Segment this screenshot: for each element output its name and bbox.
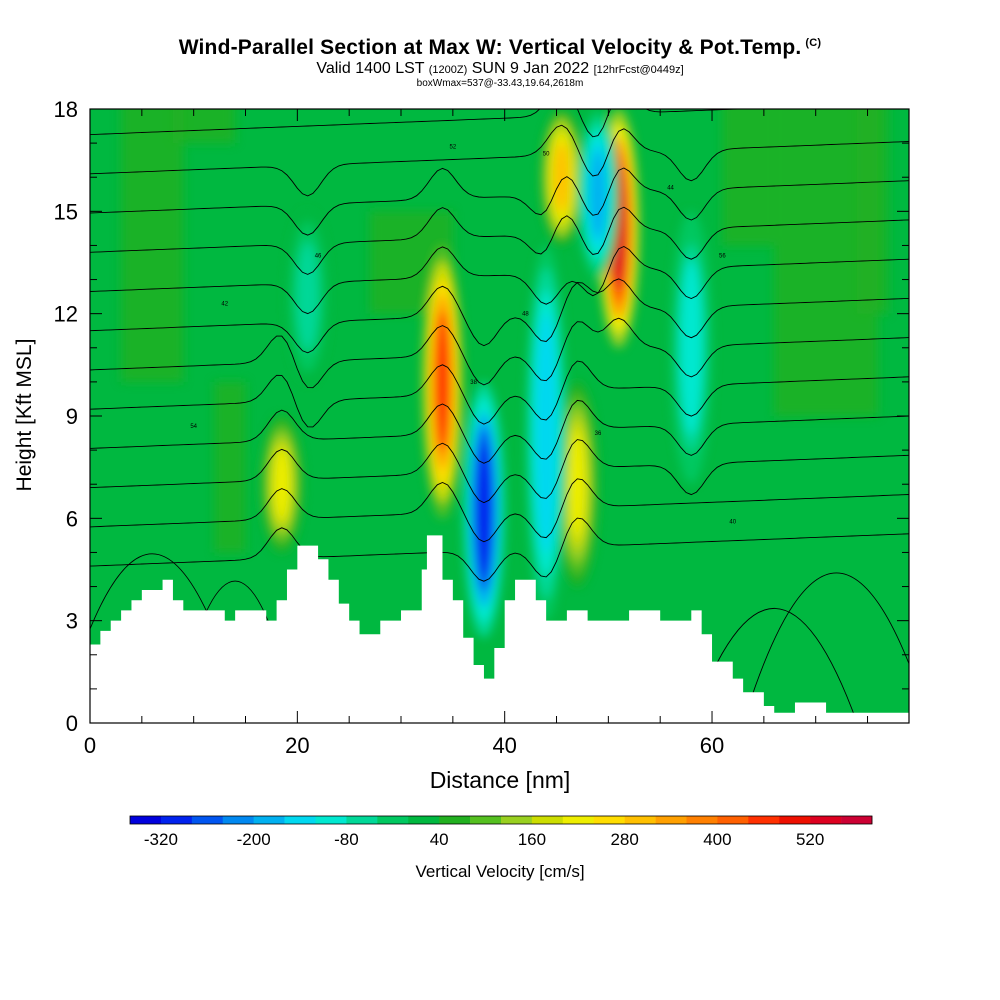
colorbar-tick-label: -80 (334, 830, 359, 849)
colorbar-swatch (191, 816, 224, 824)
theta-contour (90, 167, 909, 236)
theta-contour (90, 278, 909, 354)
theta-contour-label: 56 (719, 254, 726, 260)
y-tick-label: 9 (66, 404, 78, 429)
theta-contour-label: 42 (221, 301, 228, 307)
colorbar-tick-label: 280 (610, 830, 638, 849)
colorbar-swatch (346, 816, 378, 824)
colorbar-swatch (748, 816, 780, 824)
velocity-core (476, 443, 492, 577)
colorbar-swatch (717, 816, 749, 824)
colorbar-tick-label: -320 (144, 830, 178, 849)
theta-contour-label: 44 (667, 185, 674, 191)
colorbar-swatch (779, 816, 811, 824)
theta-contour-label: 54 (190, 424, 197, 430)
colorbar-tick-label: -200 (237, 830, 271, 849)
boxwmax-line: boxWmax=537@-33.43,19.64,2618m (416, 78, 584, 89)
weak-updraft-patch (857, 109, 889, 314)
colorbar-label: Vertical Velocity [cm/s] (415, 862, 585, 881)
colorbar-tick-label: 520 (796, 830, 824, 849)
chart-title: Wind-Parallel Section at Max W: Vertical… (0, 36, 1000, 60)
y-tick-label: 12 (54, 302, 78, 327)
colorbar-swatch (470, 816, 502, 824)
theta-contour-label: 38 (470, 380, 477, 386)
y-axis-label: Height [Kft MSL] (13, 338, 36, 492)
valid-date: SUN 9 Jan 2022 (471, 60, 590, 77)
colorbar-swatch (130, 816, 162, 824)
y-tick-label: 18 (54, 97, 78, 122)
velocity-core (435, 310, 450, 453)
colorbar-tick-label: 40 (430, 830, 449, 849)
theta-contour (90, 399, 909, 464)
colorbar-swatch (222, 816, 254, 824)
y-tick-label: 0 (66, 711, 78, 736)
theta-contour (90, 206, 909, 275)
colorbar: -320 -200 -80 40 160 280 400 520 (129, 815, 873, 849)
theta-contour (90, 360, 909, 428)
y-tick-label: 15 (54, 199, 78, 224)
colorbar-swatch (315, 816, 347, 824)
x-tick-label: 40 (492, 733, 516, 758)
theta-contour-label: 46 (315, 254, 322, 260)
theta-contour-label: 52 (450, 145, 457, 151)
colorbar-swatch (501, 816, 533, 824)
weak-updraft-patch (172, 109, 236, 144)
colorbar-swatch (624, 816, 656, 824)
weak-updraft-patch (214, 381, 246, 553)
valid-utc: (1200Z) (428, 64, 468, 76)
velocity-core (569, 431, 585, 538)
valid-time-line: Valid 1400 LST (1200Z) SUN 9 Jan 2022 [1… (0, 60, 1000, 78)
theta-contours: 36 38 40 42 44 46 48 50 52 54 56 (90, 109, 909, 723)
forecast-info: [12hrFcst@0449z] (593, 64, 684, 76)
colorbar-swatch (841, 816, 873, 824)
theta-contour (90, 478, 909, 543)
colorbar-swatch (531, 816, 564, 824)
colorbar-swatch (686, 816, 718, 824)
colorbar-swatch (593, 816, 625, 824)
colorbar-swatch (562, 816, 595, 824)
theta-contour (90, 124, 909, 197)
x-tick-label: 20 (285, 733, 309, 758)
terrain (90, 535, 909, 723)
colorbar-frame (129, 815, 873, 825)
velocity-core (274, 448, 290, 520)
chart-title-text: Wind-Parallel Section at Max W: Vertical… (178, 36, 802, 59)
velocity-core (300, 252, 316, 341)
x-axis-label: Distance [nm] (429, 767, 571, 793)
valid-prefix: Valid 1400 LST (316, 60, 425, 77)
colorbar-swatch (253, 816, 285, 824)
colorbar-tick-label: 160 (518, 830, 546, 849)
weak-updraft-patch (722, 109, 775, 246)
theta-contour (90, 439, 909, 504)
x-tick-label: 60 (700, 733, 724, 758)
weak-updraft-patch (121, 109, 184, 382)
colorbar-swatch (377, 816, 409, 824)
theta-contour (742, 572, 909, 723)
theta-contour (90, 517, 909, 582)
velocity-core (554, 141, 570, 213)
y-tick-label: 6 (66, 506, 78, 531)
colorbar-swatch (655, 816, 687, 824)
velocity-core (683, 276, 699, 419)
colorbar-swatch (408, 816, 440, 824)
colorbar-swatch (439, 816, 471, 824)
x-tick-label: 0 (84, 733, 96, 758)
colorbar-tick-label: 400 (703, 830, 731, 849)
colorbar-swatch (284, 816, 316, 824)
colorbar-swatch (810, 816, 842, 824)
velocity-core (590, 149, 606, 239)
theta-contour (90, 317, 909, 389)
theta-contour (90, 245, 909, 315)
theta-contour-label: 50 (543, 151, 550, 157)
theta-contour-label: 36 (595, 431, 602, 437)
y-tick-label: 3 (66, 609, 78, 634)
velocity-core (538, 335, 554, 531)
theta-contour (90, 109, 750, 138)
theta-contour-label: 48 (522, 312, 529, 318)
theta-contour-label: 40 (729, 520, 736, 526)
copyright-mark: (C) (805, 37, 822, 49)
colorbar-swatch (160, 816, 193, 824)
